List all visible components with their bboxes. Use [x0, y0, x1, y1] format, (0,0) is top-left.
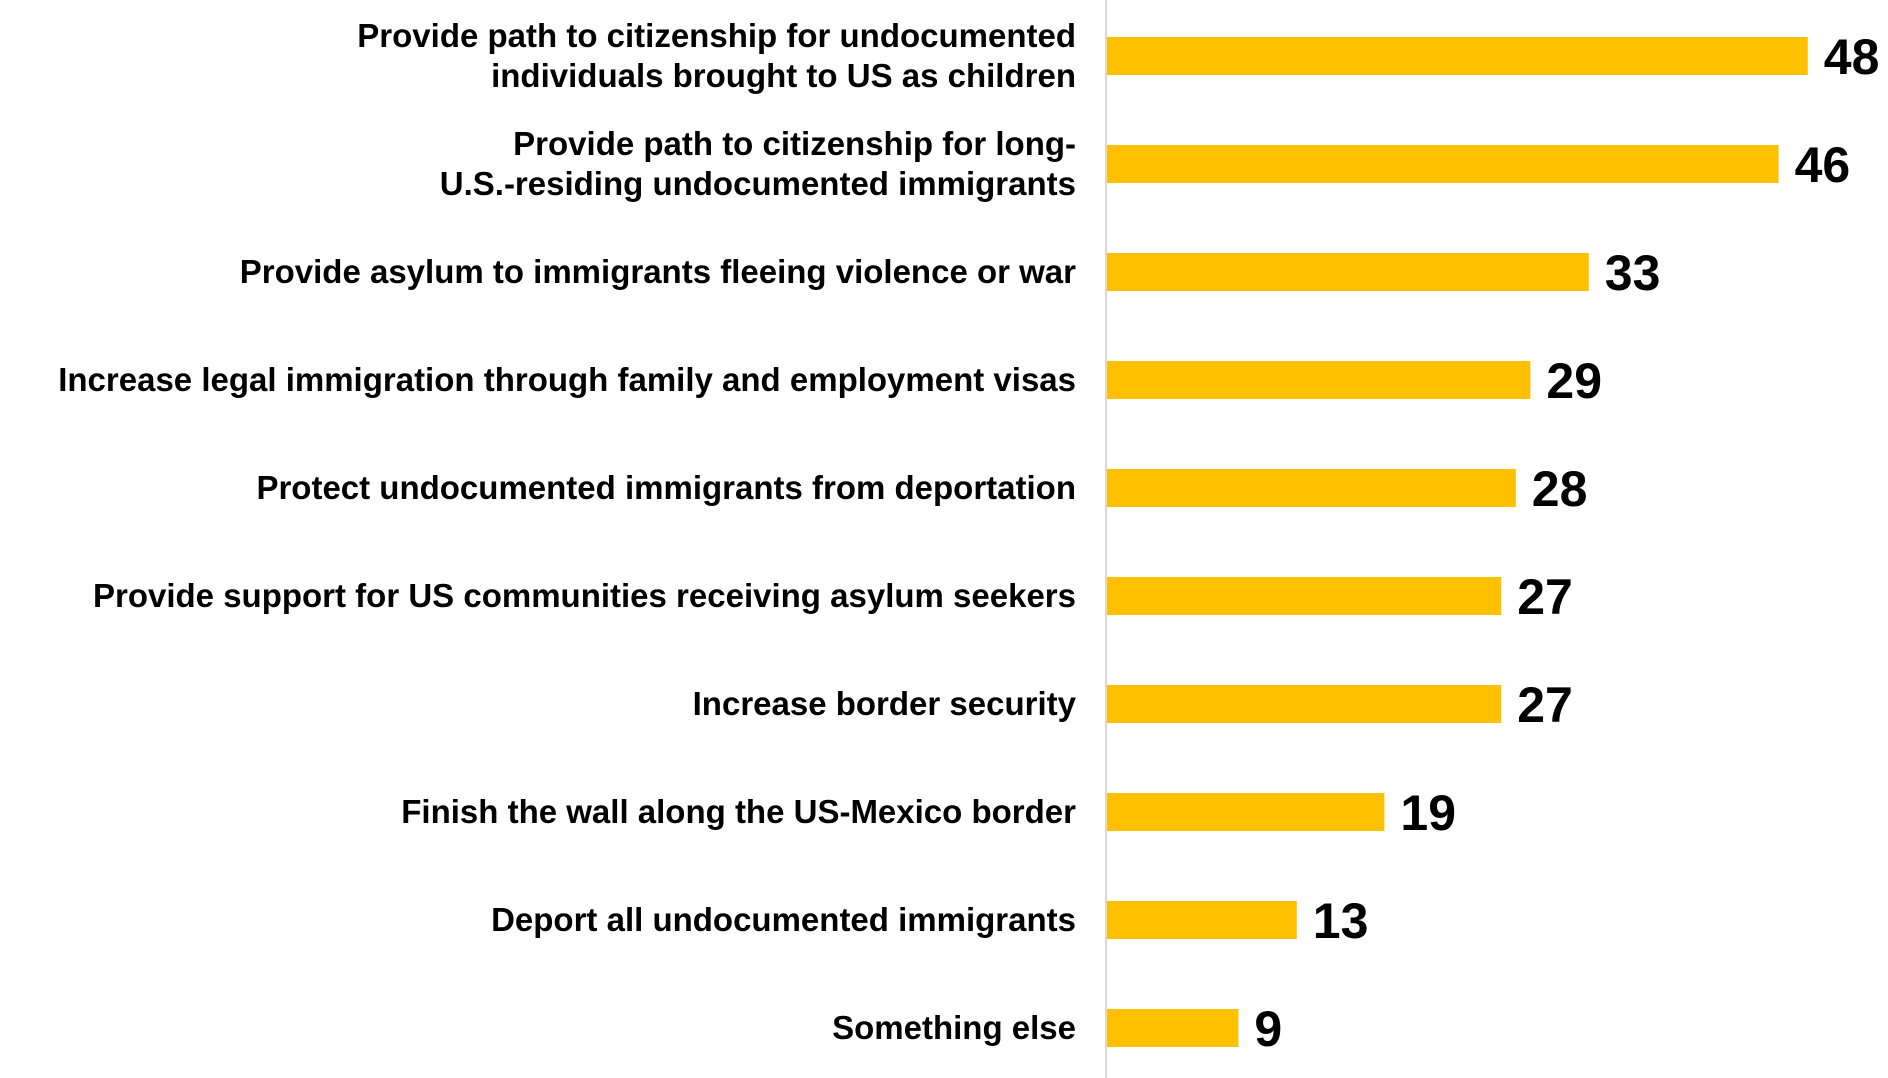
- bar: [1107, 361, 1531, 399]
- category-label: Provide support for US communities recei…: [93, 577, 1076, 614]
- category-label: Finish the wall along the US-Mexico bord…: [401, 793, 1076, 830]
- data-label: 29: [1546, 353, 1602, 409]
- category-label: Provide path to citizenship for long-: [513, 125, 1076, 162]
- bar: [1107, 253, 1589, 291]
- category-label: U.S.-residing undocumented immigrants: [440, 165, 1076, 202]
- data-label: 33: [1605, 245, 1661, 301]
- category-label: Protect undocumented immigrants from dep…: [256, 469, 1076, 506]
- category-label: Provide path to citizenship for undocume…: [357, 17, 1076, 54]
- category-label: Increase border security: [693, 685, 1077, 722]
- data-label: 13: [1313, 893, 1369, 949]
- bar: [1107, 685, 1502, 723]
- category-label: Deport all undocumented immigrants: [491, 901, 1076, 938]
- data-label: 27: [1517, 569, 1573, 625]
- bar: [1107, 901, 1297, 939]
- bar: [1107, 577, 1502, 615]
- category-label: Something else: [832, 1009, 1076, 1046]
- bar: [1107, 145, 1779, 183]
- data-label: 28: [1532, 461, 1588, 517]
- bar: [1107, 469, 1516, 507]
- category-label: Increase legal immigration through famil…: [58, 361, 1076, 398]
- category-label: Provide asylum to immigrants fleeing vio…: [240, 253, 1076, 290]
- data-label: 46: [1795, 137, 1851, 193]
- data-label: 27: [1517, 677, 1573, 733]
- category-label: individuals brought to US as children: [491, 57, 1076, 94]
- bar: [1107, 37, 1808, 75]
- data-label: 19: [1400, 785, 1456, 841]
- bar: [1107, 1009, 1239, 1047]
- bar: [1107, 793, 1385, 831]
- data-label: 48: [1824, 29, 1880, 85]
- data-label: 9: [1254, 1001, 1282, 1057]
